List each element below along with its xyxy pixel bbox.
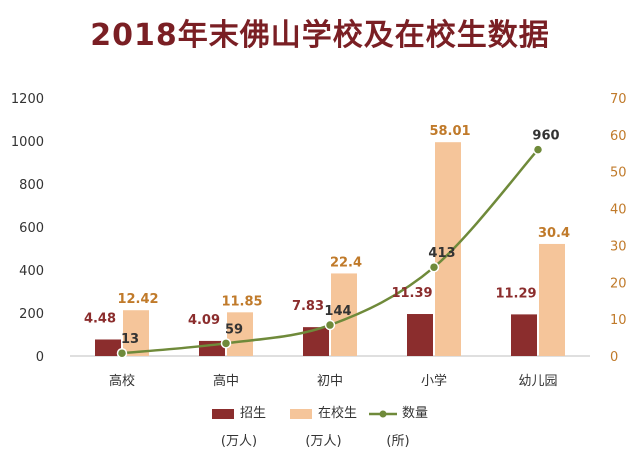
left-axis-tick-label: 1000 xyxy=(11,135,44,150)
right-axis-tick-label: 40 xyxy=(610,203,627,218)
line-series xyxy=(116,144,544,359)
point-数量 xyxy=(428,261,440,273)
bar-在校生 xyxy=(435,142,461,356)
bar-在校生 xyxy=(539,243,565,356)
data-label-数量: 144 xyxy=(324,304,351,319)
left-axis-ticks: 0 200 400 600 800 1000 1200 xyxy=(11,92,44,365)
left-axis-tick-label: 800 xyxy=(19,178,44,193)
data-label-数量: 413 xyxy=(428,246,455,261)
right-axis-tick-label: 70 xyxy=(610,92,627,107)
right-axis-ticks: 0 10 20 30 40 50 60 70 xyxy=(610,92,627,365)
right-axis-tick-label: 0 xyxy=(610,350,618,365)
right-axis-tick-label: 10 xyxy=(610,313,627,328)
category-labels: 高校 高中 初中 小学 幼儿园 xyxy=(109,373,558,389)
data-label-在校生: 12.42 xyxy=(117,292,158,307)
legend-item-在校生: 在校生 (万人) xyxy=(290,402,357,449)
left-axis-tick-label: 400 xyxy=(19,264,44,279)
left-axis-tick-label: 1200 xyxy=(11,92,44,107)
legend-label: 数量 xyxy=(402,406,429,421)
data-label-招生: 4.48 xyxy=(84,311,116,326)
left-axis-tick-label: 0 xyxy=(36,350,44,365)
data-label-数量: 960 xyxy=(532,129,559,144)
legend-line-marker-icon xyxy=(369,410,397,417)
legend-label: 在校生 xyxy=(318,406,358,421)
legend-swatch-bar-light xyxy=(290,408,312,419)
bar-在校生 xyxy=(123,310,149,356)
bar-在校生 xyxy=(331,273,357,356)
category-label: 初中 xyxy=(317,374,343,389)
data-label-招生: 11.39 xyxy=(391,286,432,301)
bar-在校生 xyxy=(227,312,253,356)
legend-unit: (万人) xyxy=(220,434,258,449)
right-axis-tick-label: 50 xyxy=(610,166,627,181)
right-axis-tick-label: 20 xyxy=(610,276,627,291)
bar-招生 xyxy=(95,339,121,356)
point-数量 xyxy=(220,338,232,349)
point-数量 xyxy=(532,144,544,155)
bar-series xyxy=(95,142,565,356)
category-label: 幼儿园 xyxy=(518,374,557,389)
category-label: 高校 xyxy=(109,373,135,389)
data-label-在校生: 22.4 xyxy=(330,255,362,270)
legend-item-数量: 数量 (所) xyxy=(368,402,428,449)
left-axis-tick-label: 200 xyxy=(19,307,44,322)
data-label-数量: 13 xyxy=(121,332,139,347)
data-label-招生: 7.83 xyxy=(292,299,324,314)
data-label-数量: 59 xyxy=(225,322,243,337)
data-label-招生: 4.09 xyxy=(188,313,220,328)
chart-title: 2018年末佛山学校及在校生数据 xyxy=(90,18,550,53)
category-label: 小学 xyxy=(421,373,447,389)
data-label-在校生: 30.4 xyxy=(538,226,570,241)
legend-swatch-bar-dark xyxy=(212,408,234,419)
data-label-在校生: 11.85 xyxy=(221,294,262,309)
legend-item-招生: 招生 (万人) xyxy=(212,402,266,449)
point-数量 xyxy=(116,347,128,359)
right-axis-tick-label: 60 xyxy=(610,129,627,144)
category-label: 高中 xyxy=(213,373,239,389)
point-数量 xyxy=(324,319,336,331)
right-axis-tick-label: 30 xyxy=(610,239,627,254)
data-label-在校生: 58.01 xyxy=(429,124,470,139)
legend-unit: (所) xyxy=(386,434,410,449)
data-label-招生: 11.29 xyxy=(495,286,536,301)
legend-label: 招生 xyxy=(240,406,267,421)
legend-unit: (万人) xyxy=(305,434,342,449)
bar-招生 xyxy=(407,314,433,356)
left-axis-tick-label: 600 xyxy=(19,221,44,236)
bar-招生 xyxy=(511,314,537,356)
